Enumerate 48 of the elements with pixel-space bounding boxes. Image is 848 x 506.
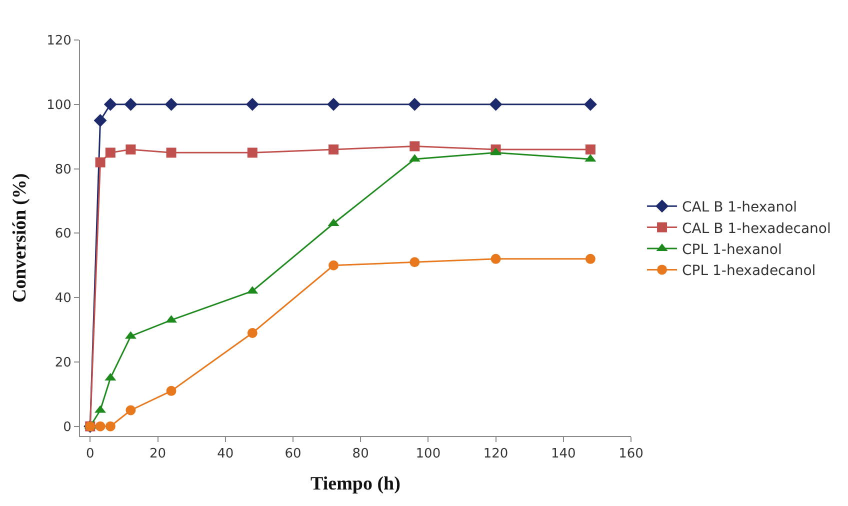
y-tick-label: 120 [46, 34, 72, 49]
x-tick-label: 0 [86, 446, 94, 462]
x-tick-label: 80 [352, 446, 369, 462]
point [246, 98, 259, 111]
x-tick-label: 40 [217, 446, 234, 462]
point [124, 98, 138, 111]
point [104, 98, 117, 111]
x-tick-label: 60 [284, 446, 302, 462]
point [328, 260, 339, 270]
x-tick-label: 100 [416, 446, 441, 462]
point [105, 148, 116, 158]
x-tick-label: 20 [149, 446, 166, 462]
y-tick-label: 60 [54, 226, 72, 242]
legend-label: CAL B 1-hexanol [682, 200, 798, 216]
legend-label: CAL B 1-hexadecanol [682, 220, 831, 237]
point [408, 98, 422, 111]
point [164, 98, 178, 111]
point [95, 421, 106, 432]
legend-label: CPL 1-hexadecanol [682, 263, 816, 280]
point [166, 148, 176, 158]
y-axis-title: Conversión (%) [9, 173, 30, 303]
y-tick-label: 20 [54, 356, 72, 370]
x-tick-label: 140 [550, 446, 576, 462]
point [585, 254, 596, 264]
point [247, 328, 258, 338]
y-tick-label: 0 [63, 420, 72, 435]
point [490, 254, 501, 264]
point [94, 114, 107, 127]
point [584, 98, 597, 111]
point [126, 144, 136, 154]
point [585, 144, 596, 154]
y-tick-label: 80 [54, 162, 72, 178]
point [95, 157, 106, 168]
point [166, 386, 176, 396]
point [410, 257, 420, 268]
point [327, 98, 340, 111]
point [105, 421, 116, 432]
x-tick-label: 160 [618, 446, 644, 462]
legend-label: CPL 1-hexanol [682, 242, 782, 258]
x-tick-label: 120 [483, 446, 508, 462]
y-tick-label: 40 [54, 291, 72, 306]
y-tick-label: 100 [46, 98, 72, 113]
point [489, 98, 502, 111]
point [410, 141, 420, 152]
point [328, 144, 339, 154]
point [247, 148, 258, 158]
x-axis-title: Tiempo (h) [310, 473, 400, 494]
point [126, 405, 136, 416]
